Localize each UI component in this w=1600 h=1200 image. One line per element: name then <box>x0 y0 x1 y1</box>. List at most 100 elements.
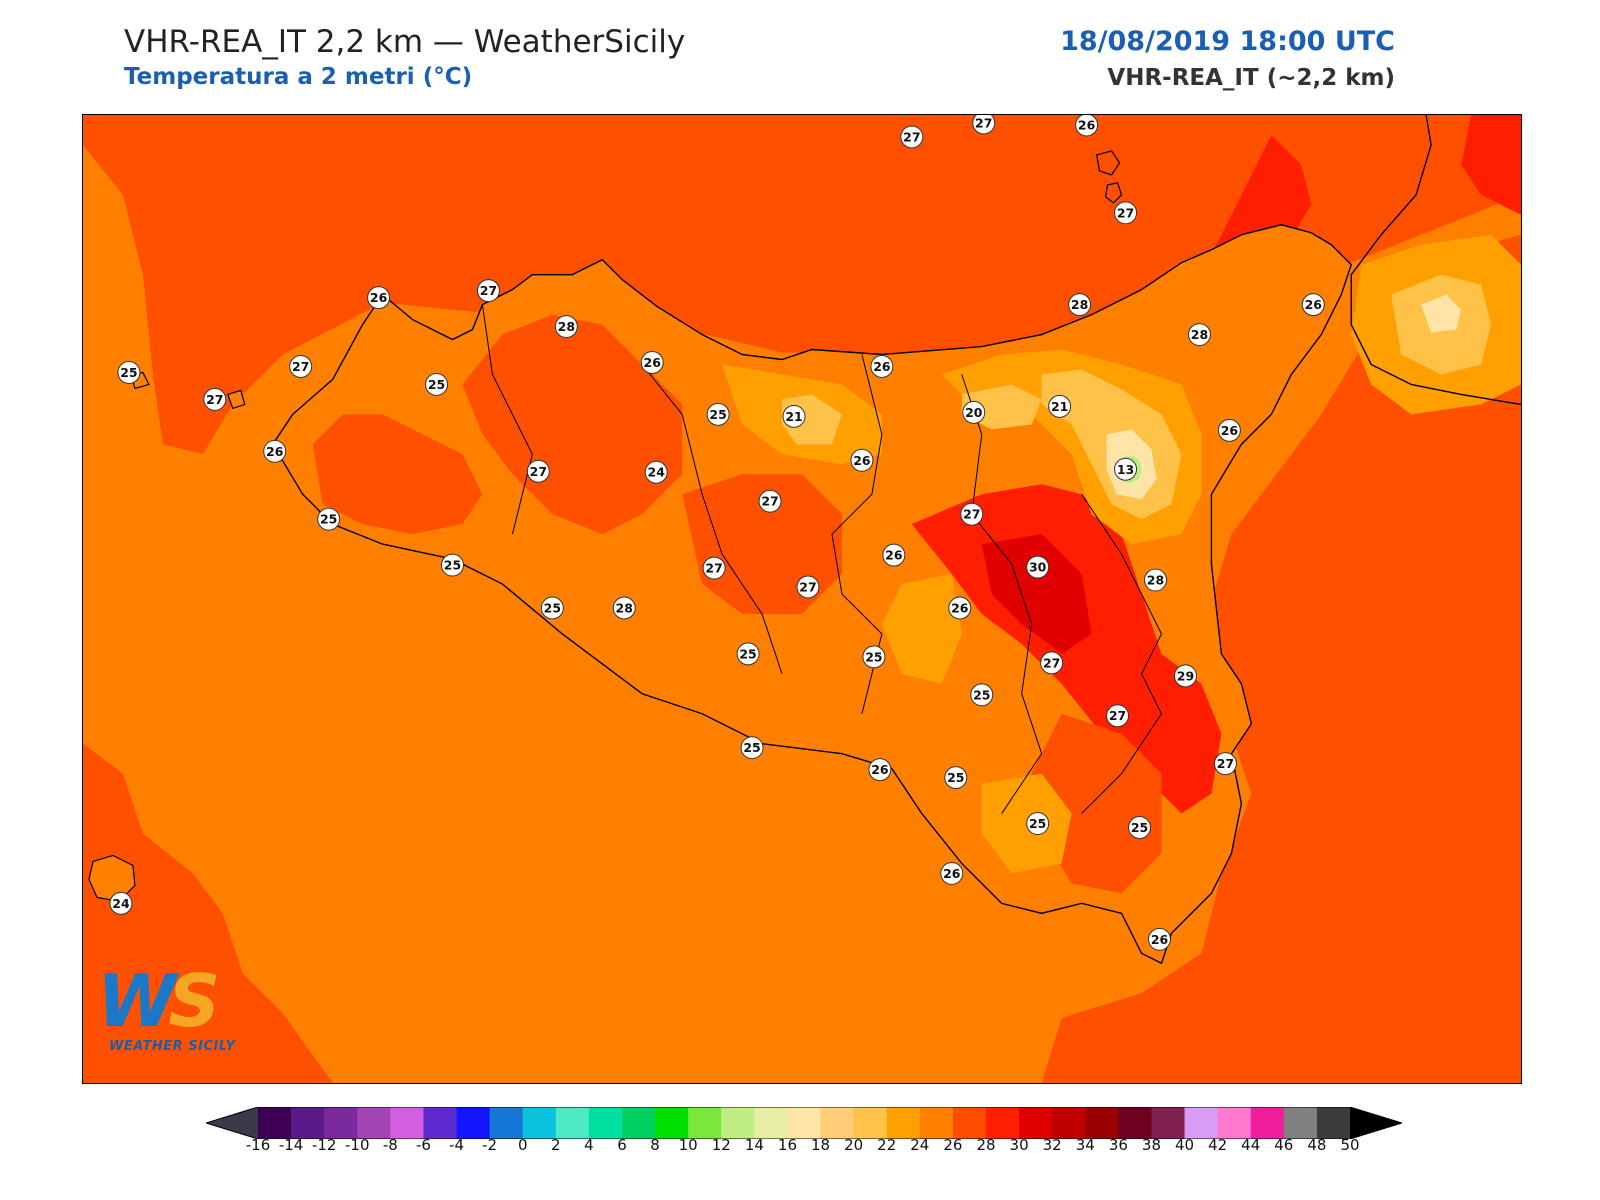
station-marker: 28 <box>1144 568 1167 592</box>
colorbar-cell <box>588 1107 623 1139</box>
colorbar-tick-label: -8 <box>382 1136 398 1154</box>
colorbar-tick-label: -2 <box>482 1136 498 1154</box>
station-marker: 27 <box>526 459 550 483</box>
station-value: 27 <box>903 129 920 144</box>
station-marker: 26 <box>367 286 391 310</box>
station-circle <box>1301 293 1325 317</box>
station-value: 26 <box>951 600 968 615</box>
station-value: 27 <box>1109 708 1126 723</box>
station-marker: 25 <box>540 596 564 620</box>
station-marker: 25 <box>736 642 760 666</box>
colorbar-cell <box>655 1107 689 1139</box>
station-circle <box>868 758 892 782</box>
map-datetime: 18/08/2019 18:00 UTC <box>1060 26 1395 57</box>
colorbar-cell <box>291 1107 325 1139</box>
colorbar-over-triangle <box>1350 1107 1402 1139</box>
station-value: 25 <box>1131 820 1148 835</box>
colorbar-cell <box>1184 1107 1219 1139</box>
station-circle <box>1106 704 1130 728</box>
colorbar-cell <box>1118 1107 1152 1139</box>
station-marker: 26 <box>640 351 664 374</box>
station-value: 28 <box>558 319 575 334</box>
station-circle <box>425 372 448 396</box>
colorbar-cell <box>258 1107 292 1139</box>
station-circle <box>644 460 668 484</box>
station-marker: 27 <box>796 575 820 599</box>
station-value: 21 <box>1051 399 1068 414</box>
colorbar-tick-label: 0 <box>517 1136 528 1154</box>
station-circle <box>612 596 636 620</box>
station-marker: 28 <box>612 596 636 620</box>
station-marker: 30 <box>1026 555 1050 579</box>
colorbar-cell <box>1085 1107 1119 1139</box>
station-value: 26 <box>1305 297 1322 312</box>
station-circle <box>289 355 313 378</box>
station-circle <box>1114 201 1138 225</box>
station-value: 27 <box>1043 655 1060 670</box>
colorbar-tick-label: -6 <box>415 1136 431 1154</box>
colorbar-cell <box>986 1107 1020 1139</box>
colorbar-tick-label: 32 <box>1042 1136 1062 1154</box>
station-marker: 25 <box>117 360 141 384</box>
colorbar-cell <box>1217 1107 1252 1139</box>
station-value: 28 <box>1071 297 1088 312</box>
station-marker: 26 <box>1075 115 1099 137</box>
station-circle <box>944 766 968 790</box>
colorbar <box>206 1107 1402 1139</box>
logo-mark-w: W <box>97 959 176 1043</box>
station-circle <box>940 861 964 885</box>
station-circle <box>1144 568 1167 592</box>
station-circle <box>1217 418 1241 442</box>
sicily-northwest-hot <box>312 414 483 535</box>
station-marker: 21 <box>782 404 806 428</box>
map-title: VHR-REA_IT 2,2 km — WeatherSicily <box>124 24 686 60</box>
station-value: 21 <box>785 409 802 424</box>
station-value: 28 <box>1191 327 1208 342</box>
station-value: 27 <box>705 561 722 576</box>
colorbar-tick-label: 44 <box>1241 1136 1261 1154</box>
colorbar-tick-label: 48 <box>1307 1136 1327 1154</box>
colorbar-cell <box>1151 1107 1186 1139</box>
station-value: 25 <box>709 407 726 422</box>
station-value: 27 <box>292 359 309 374</box>
station-value: 26 <box>644 355 661 370</box>
station-value: 27 <box>1117 205 1134 220</box>
colorbar-tick-label: 40 <box>1174 1136 1195 1154</box>
colorbar-tick-label: 22 <box>877 1136 897 1154</box>
station-circle <box>1128 816 1152 840</box>
colorbar-cell <box>423 1107 458 1139</box>
station-circle <box>109 891 133 915</box>
station-circle <box>263 439 287 463</box>
station-circle <box>782 404 806 428</box>
colorbar-cell <box>853 1107 888 1139</box>
station-circle <box>317 507 341 531</box>
colorbar-tick-label: -10 <box>345 1136 370 1154</box>
station-value: 29 <box>1177 668 1194 683</box>
colorbar-cell <box>1283 1107 1318 1139</box>
colorbar-cell <box>688 1107 722 1139</box>
station-circle <box>870 355 894 378</box>
station-marker: 20 <box>962 400 986 424</box>
colorbar-tick-label: 16 <box>777 1136 797 1154</box>
weathersicily-logo: WS WEATHER SICILY <box>97 965 257 1063</box>
colorbar-tick-label: 46 <box>1274 1136 1294 1154</box>
calabria-hot-zone <box>1461 115 1521 215</box>
colorbar-labels: -16 -14 -12 -10 -8 -6 -4 -2 0 2 4 6 8 10 12 14 16 18 20 22 2… <box>0 1136 1600 1160</box>
colorbar-tick-label: 2 <box>551 1136 561 1154</box>
colorbar-cell <box>721 1107 755 1139</box>
station-marker: 25 <box>425 372 448 396</box>
station-marker: 28 <box>554 315 578 339</box>
colorbar-cell <box>1052 1107 1086 1139</box>
station-circle <box>972 115 996 135</box>
station-value: 26 <box>266 444 283 459</box>
station-circle <box>948 596 972 620</box>
station-marker: 27 <box>960 502 984 526</box>
station-marker: 27 <box>1114 201 1138 225</box>
station-circle <box>900 125 924 149</box>
station-circle <box>1148 927 1171 951</box>
station-marker: 26 <box>1301 293 1325 317</box>
station-circle <box>1048 394 1072 418</box>
station-marker: 25 <box>441 553 464 577</box>
station-circle <box>1187 323 1211 347</box>
station-circle <box>640 351 664 374</box>
